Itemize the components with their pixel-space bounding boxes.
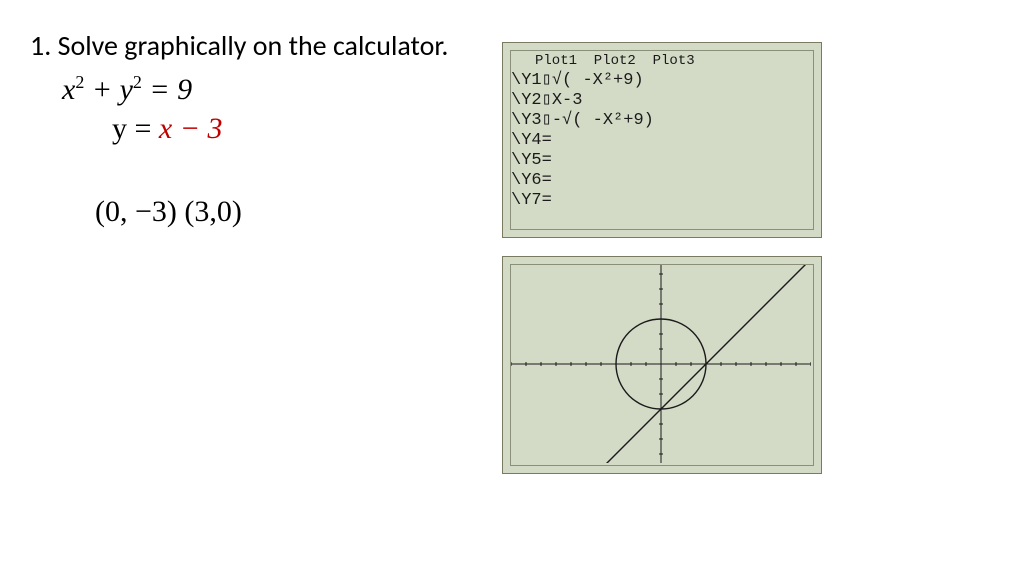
eq2-rhs: x − 3 — [159, 112, 223, 145]
eq1-rhs: = 9 — [142, 73, 192, 106]
calc-graph-screen — [502, 256, 822, 474]
eq1-x: x — [62, 73, 75, 106]
lcd-y-editor: Plot1 Plot2 Plot3 \Y1▯√( -X²+9) \Y2▯X-3 … — [511, 51, 813, 229]
y3-line: \Y3▯-√( -X²+9) — [511, 111, 813, 131]
eq1-y-sq: 2 — [133, 72, 142, 92]
solutions: (0, −3) (3,0) — [95, 195, 242, 229]
y2-line: \Y2▯X-3 — [511, 91, 813, 111]
graph-plot — [511, 265, 811, 463]
eq1-y: + y — [84, 73, 133, 106]
slide: { "title": "1. Solve graphically on the … — [0, 0, 1024, 576]
y5-line: \Y5= — [511, 151, 813, 171]
equation-line: y = x − 3 — [112, 112, 222, 146]
y1-line: \Y1▯√( -X²+9) — [511, 71, 813, 91]
calc-y-editor: Plot1 Plot2 Plot3 \Y1▯√( -X²+9) \Y2▯X-3 … — [502, 42, 822, 238]
plot-header: Plot1 Plot2 Plot3 — [511, 51, 813, 71]
eq1-x-sq: 2 — [75, 72, 84, 92]
y4-line: \Y4= — [511, 131, 813, 151]
equation-circle: x2 + y2 = 9 — [62, 72, 192, 107]
problem-title: 1. Solve graphically on the calculator. — [30, 28, 448, 63]
y6-line: \Y6= — [511, 171, 813, 191]
y7-line: \Y7= — [511, 191, 813, 211]
eq2-lhs: y = — [112, 112, 159, 145]
lcd-graph — [511, 265, 813, 465]
